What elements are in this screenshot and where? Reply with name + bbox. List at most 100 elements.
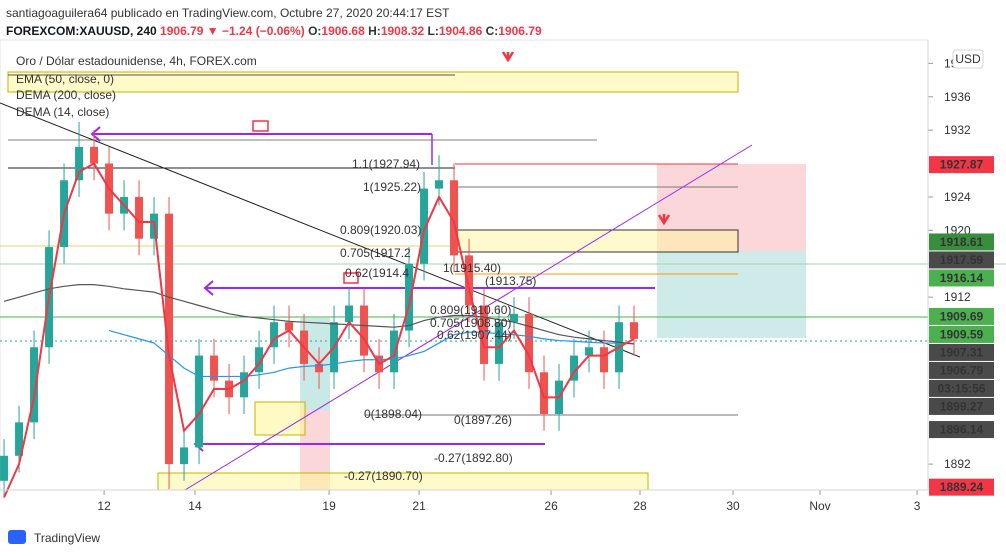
- target-zone: [657, 251, 806, 338]
- price-label: 1917.59: [940, 253, 984, 267]
- series-layer: [0, 121, 639, 498]
- price-label-box: [929, 343, 994, 361]
- fib-label: 1(1915.40): [443, 261, 501, 275]
- logo-icon: [8, 530, 26, 544]
- y-tick-label: 1912: [944, 290, 971, 304]
- legend-entry: EMA (50, close, 0): [16, 72, 114, 86]
- x-tick-label: 26: [544, 499, 558, 513]
- fib-label: -0.27(1890.70): [344, 469, 423, 483]
- candle-body: [495, 322, 504, 364]
- candle-body: [30, 347, 39, 423]
- brand: TradingView: [34, 531, 100, 545]
- price-label: 1907.31: [940, 345, 984, 359]
- price-label: 1899.27: [940, 399, 984, 413]
- price-label-box: [929, 478, 994, 496]
- candle-body: [255, 347, 264, 373]
- zone-box: [7, 71, 739, 93]
- fib-label: -0.27(1892.80): [434, 451, 513, 465]
- x-tick-label: 21: [412, 499, 426, 513]
- price-label: 1909.69: [940, 309, 984, 323]
- y-tick-label: 1892: [944, 457, 971, 471]
- candle-body: [195, 355, 204, 448]
- candle-body: [420, 188, 429, 264]
- fib-label: 0.705(1908.80): [430, 316, 511, 330]
- x-tick-label: 12: [97, 499, 111, 513]
- last: 1906.79: [160, 24, 204, 38]
- price-label-box: [929, 325, 994, 343]
- price-label-box: [929, 251, 994, 269]
- symbol: FOREXCOM:XAUUSD, 240: [6, 24, 157, 38]
- fib-label: 0.705(1917.2: [340, 246, 411, 260]
- candle-body: [570, 355, 579, 381]
- close: 1906.79: [498, 24, 542, 38]
- arrow-head: [203, 280, 214, 296]
- sell-signal: [657, 214, 671, 226]
- candle-body: [435, 180, 444, 189]
- l-label: L:: [428, 24, 439, 38]
- publisher: santiagoaguilera64 publicado en TradingV…: [6, 6, 450, 20]
- price-label: 1918.61: [940, 235, 984, 249]
- brand-logo: TradingView: [8, 530, 100, 545]
- candle-body: [525, 313, 534, 373]
- price-label-box: [929, 421, 994, 439]
- price-label-box: [929, 361, 994, 379]
- candle-body: [510, 313, 519, 323]
- c-label: C:: [486, 24, 499, 38]
- candle-body: [345, 305, 354, 323]
- trend-line: [0, 102, 641, 358]
- candle-body: [75, 146, 84, 181]
- price-label: 03:15:56: [937, 381, 985, 395]
- high: 1908.32: [381, 24, 425, 38]
- fib-label: 0(1898.04): [364, 407, 422, 421]
- fib-label: 0.62(1907.44): [437, 328, 512, 342]
- price-label: 1909.59: [940, 327, 984, 341]
- candle-body: [540, 372, 549, 415]
- candle-body: [450, 180, 459, 256]
- candle-body: [285, 322, 294, 331]
- candle-body: [585, 347, 594, 356]
- candle-body: [315, 363, 324, 373]
- indicator-line: [3, 162, 635, 498]
- candle-body: [90, 146, 99, 164]
- x-tick-label: 14: [188, 499, 202, 513]
- note-icon: [343, 272, 359, 284]
- sell-signal: [501, 51, 515, 63]
- x-tick-label: 30: [726, 499, 740, 513]
- y-tick-label: 1924: [944, 190, 971, 204]
- candle-body: [480, 305, 489, 364]
- x-tick-label: 3: [914, 499, 921, 513]
- candle-body: [240, 372, 249, 398]
- price-label: 1927.87: [940, 158, 984, 172]
- change: ▼ −1.24 (−0.06%): [207, 24, 305, 38]
- x-tick-label: Nov: [809, 499, 830, 513]
- price-label-box: [929, 307, 994, 325]
- currency-button[interactable]: [952, 49, 984, 69]
- note-icon: [252, 120, 269, 132]
- y-tick-label: 1936: [944, 90, 971, 104]
- candle-body: [465, 255, 474, 306]
- fib-label: 1.1(1927.94): [352, 157, 420, 171]
- fib-zone: [454, 229, 739, 253]
- fib-label: 0(1897.26): [454, 413, 512, 427]
- arrow-head: [90, 126, 101, 142]
- candle-body: [180, 447, 189, 465]
- candle-body: [630, 322, 639, 339]
- candle-body: [15, 422, 24, 456]
- open: 1906.68: [321, 24, 365, 38]
- trend-line: [184, 144, 753, 491]
- price-label-box: [929, 269, 994, 287]
- candle-body: [405, 263, 414, 331]
- fib-label: (1913.75): [485, 274, 536, 288]
- fib-label: 1(1925.22): [363, 180, 421, 194]
- candle-body: [135, 196, 144, 239]
- price-label-box: [929, 233, 994, 251]
- x-tick-label: 19: [322, 499, 336, 513]
- price-label: 1916.14: [940, 271, 984, 285]
- price-label: 1896.14: [940, 423, 984, 437]
- currency[interactable]: USD: [955, 52, 981, 66]
- price-label-box: [929, 379, 994, 397]
- indicator-line: [3, 284, 635, 345]
- o-label: O:: [308, 24, 321, 38]
- price-label: 1889.24: [940, 480, 984, 494]
